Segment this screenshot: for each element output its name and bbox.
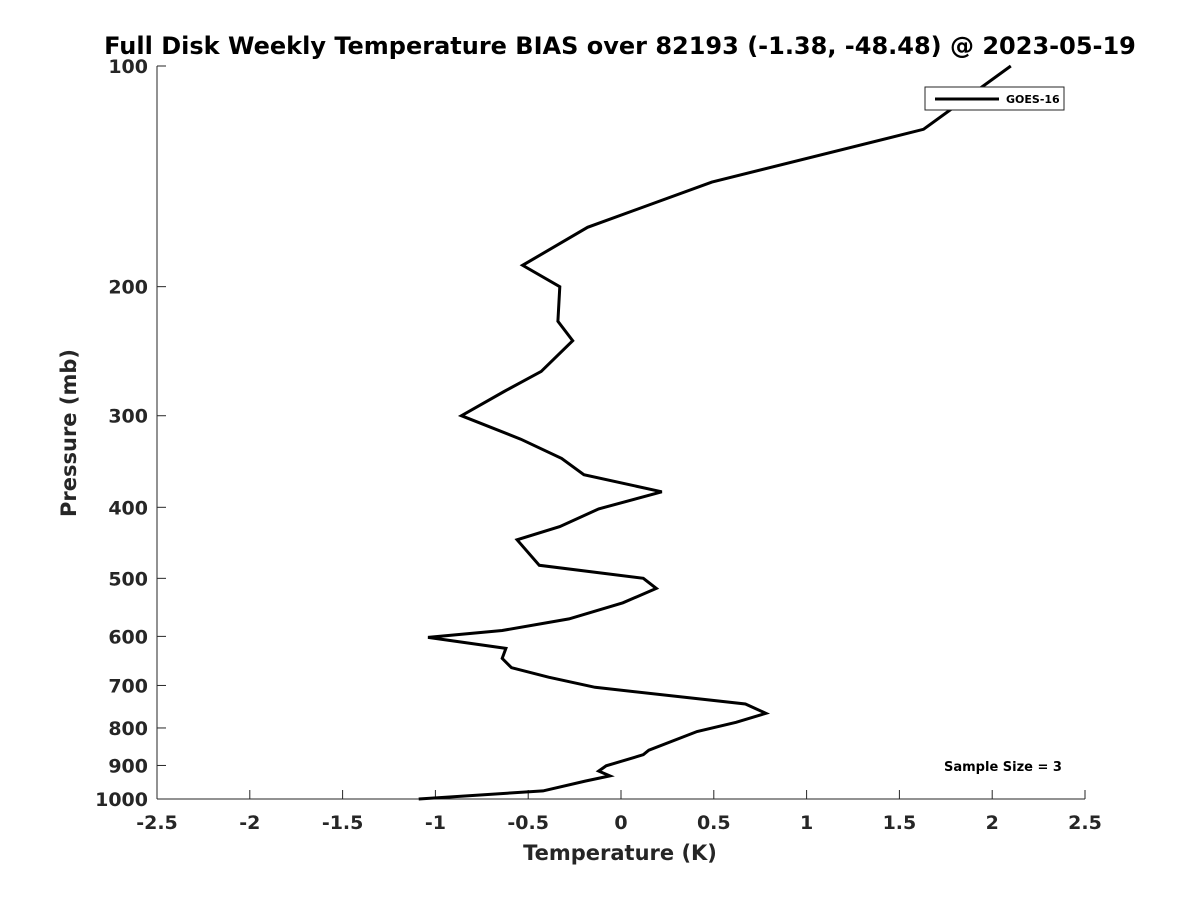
y-tick-label: 200	[108, 277, 148, 299]
y-tick-label: 500	[108, 568, 148, 590]
y-tick-label: 400	[108, 497, 148, 519]
x-tick-label: -2.5	[136, 812, 178, 834]
y-tick-label: 300	[108, 406, 148, 428]
x-tick-label: 2.5	[1068, 812, 1102, 834]
y-tick-label: 700	[108, 675, 148, 697]
x-axis-ticks: -2.5 -2 -1.5 -1 -0.5 0 0.5 1 1.5 2 2.5	[136, 790, 1102, 834]
y-tick-label: 1000	[95, 789, 148, 811]
x-tick-label: -1.5	[322, 812, 364, 834]
x-axis-label: Temperature (K)	[523, 841, 717, 865]
x-tick-label: 1	[800, 812, 813, 834]
sample-size-annotation: Sample Size = 3	[944, 760, 1062, 775]
x-tick-label: 2	[986, 812, 999, 834]
x-tick-label: 0.5	[697, 812, 731, 834]
x-tick-label: -1	[425, 812, 446, 834]
x-tick-label: -2	[239, 812, 260, 834]
y-axis-label: Pressure (mb)	[57, 349, 81, 517]
x-tick-label: 1.5	[883, 812, 917, 834]
x-tick-label: -0.5	[507, 812, 549, 834]
chart-title: Full Disk Weekly Temperature BIAS over 8…	[104, 32, 1136, 60]
y-tick-label: 900	[108, 755, 148, 777]
y-tick-label: 100	[108, 56, 148, 78]
legend-label-goes16: GOES-16	[1006, 93, 1060, 106]
legend: GOES-16	[924, 86, 1065, 111]
y-tick-label: 800	[108, 718, 148, 740]
series-line-goes16	[418, 64, 1012, 801]
y-axis-ticks: 100 200 300 400 500 600 700 800 900 1000	[95, 56, 166, 811]
x-tick-label: 0	[614, 812, 627, 834]
series-layer	[418, 64, 1012, 801]
y-tick-label: 600	[108, 626, 148, 648]
